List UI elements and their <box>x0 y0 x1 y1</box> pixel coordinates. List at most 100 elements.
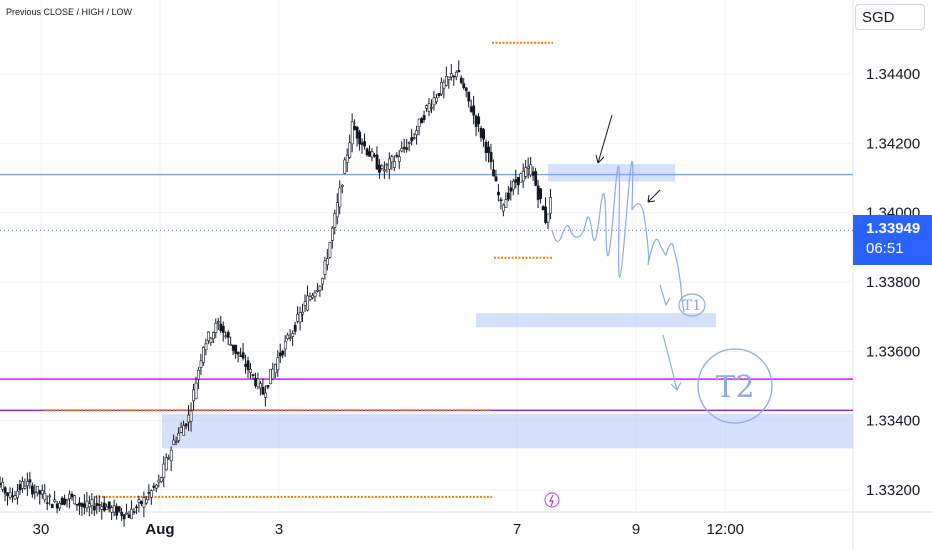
candle-body <box>157 479 161 483</box>
candle-body <box>397 156 401 162</box>
candle-body <box>31 485 34 495</box>
candle-body <box>511 181 515 190</box>
demand-zone[interactable] <box>162 413 853 449</box>
candle-body <box>194 382 198 400</box>
candle-body <box>68 493 72 499</box>
candle-body <box>402 146 406 149</box>
x-tick-label[interactable]: 12:00 <box>706 521 744 538</box>
candle-body <box>197 369 200 380</box>
candle-body <box>457 70 461 73</box>
candle-body <box>338 187 342 208</box>
candle-body <box>234 344 238 354</box>
resistance-zone[interactable] <box>548 164 675 182</box>
candle-body <box>70 494 74 498</box>
candle-body <box>55 503 59 509</box>
candle-body <box>135 506 138 509</box>
candle-body <box>484 141 488 153</box>
candle-body <box>50 504 54 509</box>
candle-body <box>202 347 205 363</box>
candle-body <box>459 77 463 84</box>
candle-body <box>271 368 275 380</box>
candle-body <box>142 497 146 508</box>
candle-body <box>549 197 552 214</box>
candle-body <box>492 169 495 177</box>
candle-body <box>494 176 498 182</box>
candle-body <box>102 502 106 511</box>
candle-body <box>0 483 2 486</box>
candle-body <box>48 495 52 498</box>
candle-body <box>21 480 24 489</box>
candle-body <box>147 492 151 494</box>
candle-body <box>474 115 478 127</box>
candle-body <box>229 344 233 346</box>
candle-body <box>539 188 543 199</box>
pointer-arrow-2 <box>647 189 661 203</box>
candle-body <box>112 505 116 513</box>
candle-body <box>407 142 411 144</box>
annotation-t1-circle <box>678 293 706 317</box>
down-arrow-t2 <box>662 334 682 392</box>
candle-body <box>308 296 312 301</box>
candle-body <box>152 485 156 488</box>
candle-body <box>489 152 493 163</box>
candle-body <box>296 313 300 322</box>
candle-body <box>236 351 240 355</box>
x-tick-label[interactable]: 30 <box>33 521 50 538</box>
x-tick-label[interactable]: 9 <box>632 521 640 538</box>
candle-body <box>544 206 548 224</box>
x-tick-label[interactable]: 7 <box>513 521 521 538</box>
candle-body <box>140 501 143 505</box>
candle-body <box>529 164 533 176</box>
candle-body <box>425 105 429 109</box>
candle-body <box>392 161 396 168</box>
candle-body <box>90 499 94 506</box>
candle-body <box>224 335 228 338</box>
x-tick-label[interactable]: Aug <box>145 521 174 538</box>
lightning-icon[interactable] <box>544 492 560 508</box>
candle-body <box>318 285 322 291</box>
candle-body <box>521 170 525 182</box>
candle-body <box>288 337 292 339</box>
candle-body <box>75 503 79 506</box>
candle-body <box>189 410 193 422</box>
candle-body <box>467 91 471 102</box>
indicator-label[interactable]: Previous CLOSE / HIGH / LOW <box>6 7 133 17</box>
countdown-label: 06:51 <box>866 240 904 257</box>
candle-body <box>78 502 81 506</box>
candle-body <box>120 511 124 516</box>
candle-body <box>497 191 500 196</box>
candle-body <box>427 103 431 112</box>
candle-body <box>214 322 218 334</box>
annotation-t2-circle <box>697 348 773 424</box>
candle-body <box>259 383 262 389</box>
candle-body <box>251 374 255 376</box>
x-tick-label[interactable]: 3 <box>275 521 283 538</box>
candle-body <box>479 127 483 138</box>
candle-body <box>239 355 243 357</box>
candle-body <box>110 507 114 513</box>
candle-body <box>390 156 394 163</box>
candle-body <box>164 457 168 471</box>
candle-body <box>97 504 101 506</box>
candle-body <box>38 490 42 495</box>
target-t1-zone[interactable] <box>476 313 716 328</box>
candle-body <box>3 487 7 494</box>
candle-body <box>454 72 458 78</box>
candle-body <box>231 344 235 351</box>
candle-body <box>28 479 32 483</box>
candle-body <box>254 377 257 387</box>
candle-body <box>340 184 344 187</box>
candle-body <box>355 126 359 139</box>
candle-body <box>1 482 5 490</box>
projection-scribble <box>551 160 685 313</box>
candle-body <box>435 97 438 102</box>
candle-body <box>323 260 327 275</box>
annotation-t2: T2 <box>715 370 754 405</box>
candle-body <box>58 503 62 509</box>
currency-button[interactable]: SGD <box>855 4 925 30</box>
candle-body <box>464 87 468 91</box>
candle-body <box>358 131 362 145</box>
candle-body <box>107 501 111 509</box>
y-tick-label: 1.33200 <box>866 482 920 499</box>
